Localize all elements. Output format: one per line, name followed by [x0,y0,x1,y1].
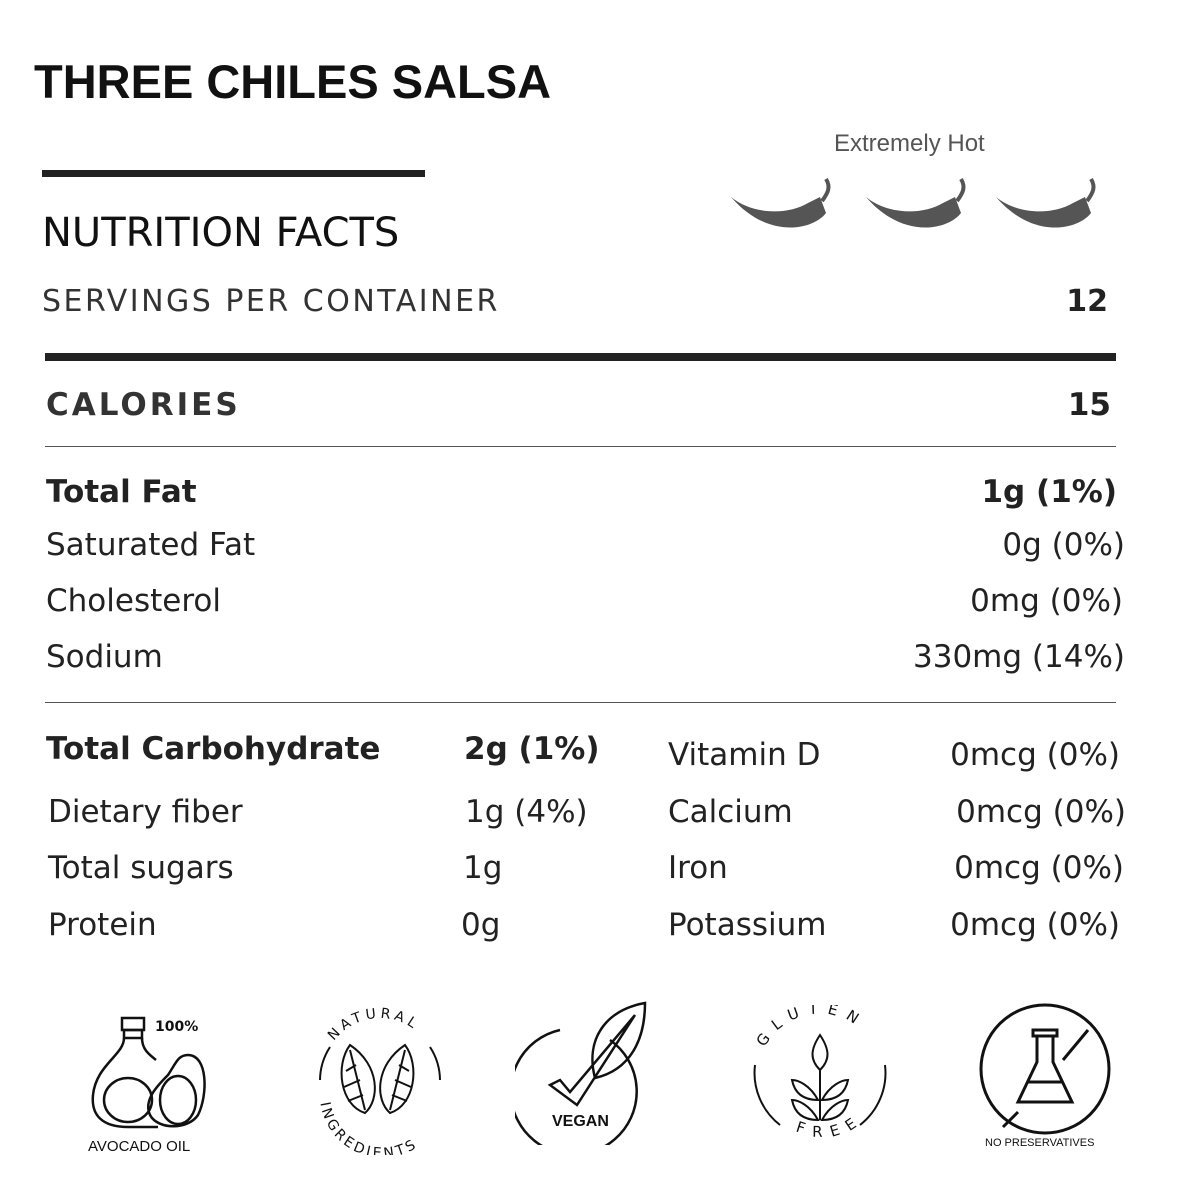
avocado-label: AVOCADO OIL [88,1138,191,1155]
servings-label: SERVINGS PER CONTAINER [42,284,500,319]
sugars-value: 1g [463,850,503,886]
avocado-oil-bottle-icon [91,1016,206,1129]
calcium-label: Calcium [668,794,793,830]
nutrition-heading: NUTRITION FACTS [42,210,400,256]
vitamin-d-value: 0mcg (0%) [950,737,1120,773]
chili-pepper-icon [731,177,831,228]
fiber-label: Dietary fiber [48,794,243,830]
total-carb-label: Total Carbohydrate [46,731,381,767]
protein-label: Protein [48,907,157,943]
chili-pepper-icon [996,177,1096,228]
calories-value: 15 [1067,387,1111,423]
fiber-value: 1g (4%) [465,794,588,830]
natural-text: NATURAL [325,1006,419,1044]
svg-text:NATURAL: NATURAL [325,1006,423,1044]
free-text: FREE [794,1109,858,1141]
sugars-label: Total sugars [48,850,234,886]
natural-ingredients-ring-text: NATURAL INGREDIENTS [316,1006,423,1155]
product-title: THREE CHILES SALSA [34,55,552,108]
total-carb-value: 2g (1%) [464,731,600,767]
cholesterol-value: 0mg (0%) [970,583,1123,619]
total-fat-value: 1g (1%) [981,474,1117,510]
iron-label: Iron [668,850,728,886]
svg-text:FREE: FREE [794,1109,867,1141]
vitamin-d-label: Vitamin D [668,737,821,773]
leaves-icon [319,1043,441,1115]
avocado-percent: 100% [155,1019,199,1035]
saturated-fat-value: 0g (0%) [1002,527,1125,563]
total-fat-label: Total Fat [46,474,197,510]
thin-divider [45,702,1116,703]
sodium-label: Sodium [46,639,163,675]
vegan-leaf-check-icon [515,1001,647,1145]
cholesterol-label: Cholesterol [46,583,221,619]
title-divider [42,170,425,177]
potassium-value: 0mcg (0%) [950,907,1120,943]
gluten-free-ring-text: GLUTEN FREE [753,1005,870,1141]
ingredients-text: INGREDIENTS [316,1101,417,1155]
gluten-text: GLUTEN [753,1005,861,1050]
no-preservatives-label: NO PRESERVATIVES [985,1137,1095,1149]
svg-text:INGREDIENTS: INGREDIENTS [316,1101,420,1155]
svg-text:GLUTEN: GLUTEN [753,1005,870,1050]
calcium-value: 0mcg (0%) [956,794,1126,830]
heat-label: Extremely Hot [834,130,985,157]
saturated-fat-label: Saturated Fat [46,527,256,563]
potassium-label: Potassium [668,907,827,943]
servings-value: 12 [1066,284,1108,319]
protein-value: 0g [461,907,501,943]
thick-divider [45,353,1116,361]
wheat-icon [753,1033,887,1126]
chili-pepper-icon [866,177,966,228]
calories-label: CALORIES [46,387,241,423]
sodium-value: 330mg (14%) [913,639,1125,675]
thin-divider [45,446,1116,447]
vegan-label: VEGAN [552,1113,609,1130]
no-preservatives-flask-icon [979,1003,1111,1135]
iron-value: 0mcg (0%) [954,850,1124,886]
